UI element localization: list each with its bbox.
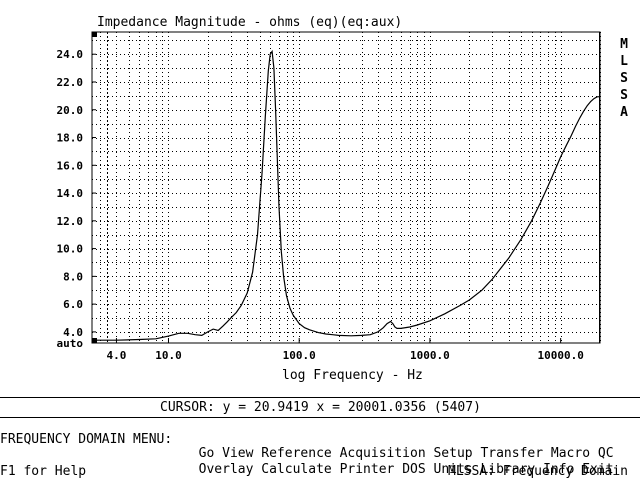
impedance-curve — [92, 49, 601, 341]
y-tick-label: 24.0 — [57, 48, 84, 61]
y-tick-label: 14.0 — [57, 187, 84, 200]
chart-title: Impedance Magnitude - ohms (eq)(eq:aux) — [97, 15, 403, 30]
mlssa-side-label: M L S S A — [618, 36, 630, 121]
y-tick-label: 6.0 — [63, 298, 83, 311]
side-letter: M — [620, 37, 628, 52]
y-tick-label: 20.0 — [57, 104, 84, 117]
range-marker-bottom — [92, 338, 97, 343]
menu-macro[interactable]: Macro — [550, 446, 591, 461]
side-letter: A — [620, 105, 628, 120]
y-tick-label: 12.0 — [57, 215, 84, 228]
menu-title: FREQUENCY DOMAIN MENU: — [0, 432, 173, 447]
menu-exit[interactable]: Exit — [582, 462, 614, 477]
status-mode: MLSSA: Frequency Domain — [448, 464, 629, 479]
menu-calculate[interactable]: Calculate — [261, 462, 332, 477]
side-letter: L — [620, 54, 628, 69]
range-marker-top — [92, 32, 97, 37]
menu-units[interactable]: Units — [433, 462, 473, 477]
menu-transfer[interactable]: Transfer — [480, 446, 544, 461]
menu-printer[interactable]: Printer — [339, 462, 395, 477]
menu-view[interactable]: View — [222, 446, 254, 461]
help-hint: F1 for Help — [0, 464, 87, 479]
side-letter: S — [620, 71, 628, 86]
x-tick-label: 1000.0 — [410, 349, 450, 362]
y-tick-label: 18.0 — [57, 132, 84, 145]
menu-row-2: Overlay Calculate Printer DOS Units Libr… — [183, 449, 614, 477]
y-tick-label: 8.0 — [63, 270, 83, 283]
menu-reference[interactable]: Reference — [261, 446, 332, 461]
cursor-separator-bottom — [0, 417, 640, 418]
y-tick-label: 10.0 — [57, 243, 84, 256]
menu-acquisition[interactable]: Acquisition — [339, 446, 426, 461]
x-tick-label: 100.0 — [283, 349, 316, 362]
x-tick-label: 4.0 — [107, 349, 127, 362]
menu-dos[interactable]: DOS — [402, 462, 426, 477]
menu-go[interactable]: Go — [198, 446, 215, 461]
menu-library[interactable]: Library — [480, 462, 536, 477]
menu-setup[interactable]: Setup — [433, 446, 473, 461]
menu-row-1: Go View Reference Acquisition Setup Tran… — [183, 433, 614, 461]
menu-qc[interactable]: QC — [597, 446, 614, 461]
cursor-separator-top — [0, 397, 640, 398]
side-letter: S — [620, 88, 628, 103]
y-tick-label: 22.0 — [57, 76, 84, 89]
x-tick-label: 10000.0 — [537, 349, 583, 362]
plot-grid — [92, 32, 601, 343]
y-tick-label: auto — [57, 337, 84, 350]
cursor-readout: CURSOR: y = 20.9419 x = 20001.0356 (5407… — [160, 400, 481, 415]
x-tick-label: 10.0 — [155, 349, 182, 362]
y-tick-label: 4.0 — [63, 326, 83, 339]
x-axis-label: log Frequency - Hz — [282, 368, 423, 383]
menu-info[interactable]: Info — [543, 462, 575, 477]
menu-overlay[interactable]: Overlay — [198, 462, 254, 477]
y-tick-label: 16.0 — [57, 159, 84, 172]
